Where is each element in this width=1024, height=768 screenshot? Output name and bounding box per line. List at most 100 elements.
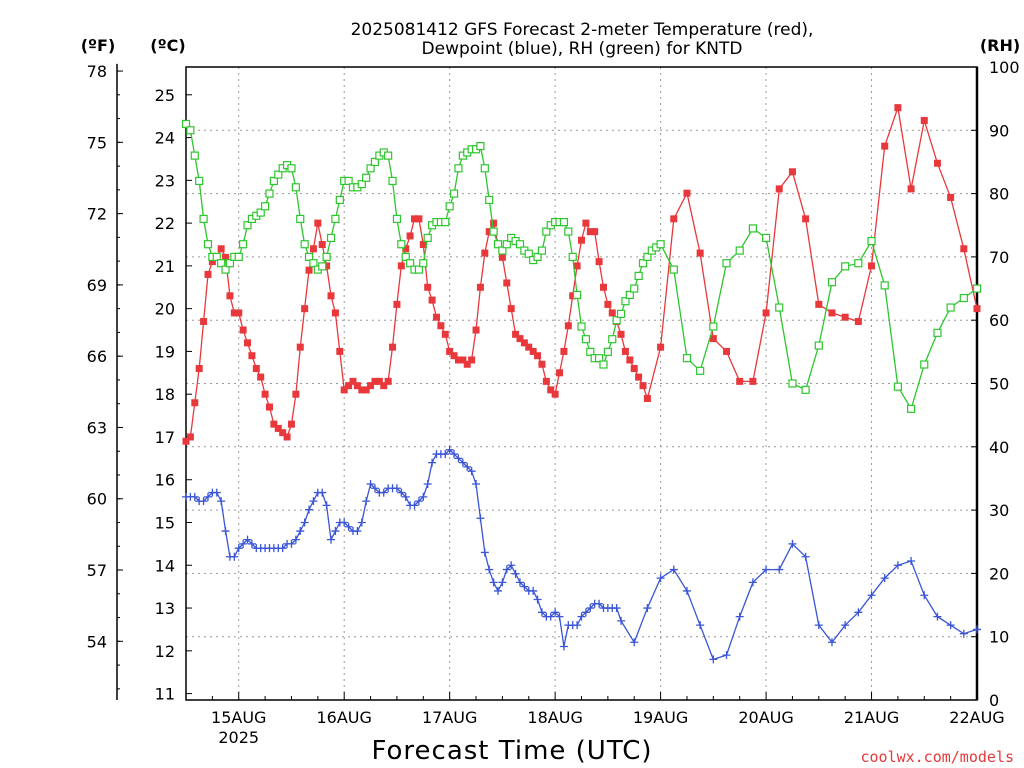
dewpoint-point <box>709 655 718 664</box>
rh-point <box>854 259 863 268</box>
dewpoint-point <box>467 467 476 476</box>
rh-point <box>709 322 718 331</box>
dewpoint-point <box>973 625 981 634</box>
dewpoint-point <box>511 569 520 578</box>
rh-point <box>669 265 678 274</box>
rh-point <box>234 252 243 261</box>
temperature-point <box>516 335 524 343</box>
rh-point <box>419 259 428 268</box>
dewpoint-point <box>581 608 590 617</box>
dewpoint-point <box>880 574 889 583</box>
dewpoint-point <box>617 616 626 625</box>
rh-point <box>221 265 230 274</box>
temperature-point <box>204 270 212 278</box>
dewpoint-point <box>502 565 511 574</box>
dewpoint-point <box>340 518 349 527</box>
temperature-point <box>617 330 625 338</box>
temperature-point <box>947 193 955 201</box>
temperature-point <box>696 249 704 257</box>
temperature-point <box>353 382 361 390</box>
temperature-point <box>920 116 928 124</box>
celsius-tick-label: 17 <box>155 428 175 447</box>
rh-point <box>634 271 643 280</box>
dewpoint-point <box>814 621 823 630</box>
celsius-tick-label: 13 <box>155 599 175 618</box>
temperature-point <box>485 228 493 236</box>
rh-point <box>656 240 665 249</box>
temperature-point <box>252 365 260 373</box>
temperature-point <box>586 228 594 236</box>
rh-point <box>643 252 652 261</box>
temperature-point <box>868 262 876 270</box>
dewpoint-point <box>397 488 406 497</box>
series-line-temperature <box>185 107 978 442</box>
dewpoint-point <box>239 539 248 548</box>
temperature-point <box>336 347 344 355</box>
dewpoint-point <box>489 578 498 587</box>
dewpoint-point <box>573 621 582 630</box>
dewpoint-point <box>300 518 309 527</box>
temperature-point <box>529 347 537 355</box>
rh-point <box>362 173 371 182</box>
temperature-point <box>463 360 471 368</box>
dewpoint-point <box>854 608 863 617</box>
temperature-point <box>788 168 796 176</box>
temperature-point <box>881 142 889 150</box>
temperature-point <box>182 437 190 445</box>
dewpoint-point <box>520 582 529 591</box>
celsius-tick-label: 21 <box>155 257 175 276</box>
temperature-point <box>476 283 484 291</box>
temperature-point <box>670 215 678 223</box>
temperature-point <box>195 365 203 373</box>
temperature-point <box>208 258 216 266</box>
celsius-tick-label: 22 <box>155 214 175 233</box>
temperature-point <box>828 309 836 317</box>
dewpoint-point <box>305 505 314 514</box>
rh-point <box>537 246 547 255</box>
rh-tick-label: 0 <box>989 691 999 710</box>
temperature-point <box>200 317 208 325</box>
temperature-point <box>217 245 225 253</box>
rh-point <box>612 316 621 325</box>
temperature-point <box>573 262 581 270</box>
dewpoint-point <box>458 458 467 467</box>
chart-title-line-1: 2025081412 GFS Forecast 2-meter Temperat… <box>351 20 814 40</box>
rh-point <box>397 240 406 249</box>
temperature-point <box>683 189 691 197</box>
temperature-point <box>709 335 717 343</box>
temperature-point <box>222 253 230 261</box>
temperature-point <box>296 343 304 351</box>
rh-point <box>735 246 744 255</box>
rh-point <box>318 262 327 271</box>
axes: 54 57 60 63 66 69 72 75 78 11 12 13 14 15 16 17 18 19 20 21… <box>87 58 1020 747</box>
temperature-point <box>323 262 331 270</box>
dewpoint-point <box>555 612 564 621</box>
temperature-point <box>450 352 458 360</box>
rh-point <box>761 233 771 243</box>
dewpoint-point <box>401 492 410 501</box>
dewpoint-point <box>669 565 678 574</box>
dewpoint-point <box>612 604 621 613</box>
temperature-point <box>481 249 489 257</box>
rh-point <box>630 284 639 293</box>
celsius-tick-label: 18 <box>155 385 175 404</box>
dewpoint-point <box>217 497 226 506</box>
dewpoint-point <box>537 608 546 617</box>
temperature-point <box>608 309 616 317</box>
rh-point <box>814 341 823 350</box>
rh-point <box>304 252 314 261</box>
dewpoint-point <box>357 518 366 527</box>
dewpoint-point <box>827 638 836 647</box>
dewpoint-point <box>318 488 327 497</box>
rh-point <box>370 157 380 167</box>
x-tick-label: 17AUG <box>422 708 477 727</box>
rh-point <box>827 278 837 287</box>
rh-point <box>243 221 252 230</box>
rh-point <box>638 259 648 268</box>
rh-point <box>564 227 573 236</box>
temperature-point <box>736 377 744 385</box>
dewpoint-point <box>507 561 516 570</box>
temperature-point <box>375 377 383 385</box>
dewpoint-point <box>762 565 771 574</box>
